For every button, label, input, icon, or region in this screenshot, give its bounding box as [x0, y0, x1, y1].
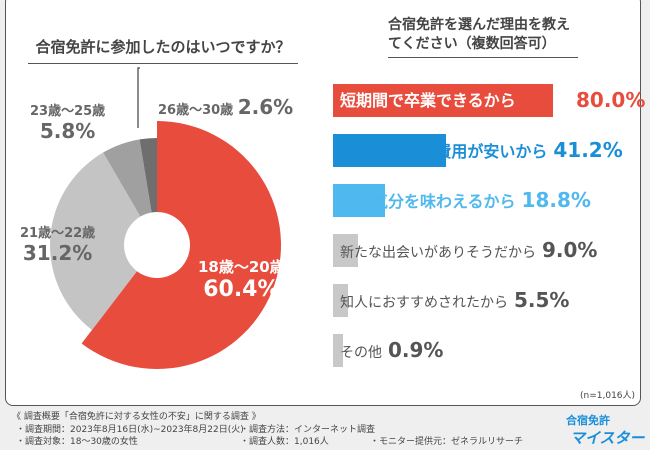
bar [333, 184, 385, 217]
bar-label: 通学と比べて費用が安いから 41.2% [340, 134, 623, 167]
pie-label-18-20: 18歳～20歳 60.4% [198, 258, 285, 302]
footer-item: ・調査期間：2023年8月16日(水)~2023年8月22日(火) [16, 425, 244, 435]
bar-value: 41.2% [553, 138, 623, 162]
bar [333, 284, 349, 317]
bar-label: 知人におすすめされたから 5.5% [340, 284, 569, 317]
logo-bottom: マイスター [570, 429, 645, 447]
bar-title: 合宿免許を選んだ理由を教えてください（複数回答可） [388, 16, 578, 58]
bar-label: 短期間で卒業できるから 80.0% [340, 84, 645, 117]
bar-category: 旅行気分を味わえるから [340, 192, 516, 211]
footer-item: ・調査対象：18～30歳の女性 [16, 437, 138, 447]
bar-value: 9.0% [542, 238, 598, 262]
pie-slice [103, 139, 152, 217]
bar [333, 234, 358, 267]
bar-value: 80.0% [576, 88, 646, 112]
pie-chart [49, 67, 282, 369]
footer-title: 《 調査概要「合宿免許に対する女性の不安」に関する調査 》 [12, 412, 261, 422]
pie-slice [81, 121, 282, 369]
bar-label: 旅行気分を味わえるから 18.8% [340, 184, 591, 217]
bar-category: その他 [340, 345, 382, 361]
bar-value: 0.9% [388, 338, 444, 362]
pie-label-21-22: 21歳～22歳 31.2% [20, 226, 96, 265]
bar-category: 通学と比べて費用が安いから [340, 142, 548, 161]
leader-line [137, 67, 140, 128]
bar [333, 334, 343, 367]
footer-item: ・モニター提供元：ゼネラルリサーチ [370, 437, 524, 447]
logo-top: 合宿免許 [566, 414, 610, 427]
bar [333, 134, 447, 167]
bar-category: 短期間で卒業できるから [340, 91, 516, 110]
pie-label-23-25: 23歳～25歳 5.8% [30, 104, 106, 143]
bar [333, 84, 553, 117]
bar-category: 知人におすすめされたから [340, 295, 508, 311]
footer-item: ・調査人数：1,016人 [240, 437, 329, 447]
footer-item: ・調査方法：インターネット調査 [240, 425, 376, 435]
bar-category: 新たな出会いがありそうだから [340, 245, 536, 261]
bar-value: 18.8% [521, 188, 591, 212]
pie-title: 合宿免許に参加したのはいつですか？ [28, 36, 298, 64]
pie-label-26-30: 26歳～30歳 2.6% [158, 95, 294, 119]
pie-slice [49, 152, 141, 330]
bar-value: 5.5% [514, 288, 570, 312]
sample-size-note: (n=1,016人) [580, 391, 636, 401]
bar-label: 新たな出会いがありそうだから 9.0% [340, 234, 597, 267]
pie-slice [139, 138, 157, 213]
bar-label: その他 0.9% [340, 334, 443, 367]
